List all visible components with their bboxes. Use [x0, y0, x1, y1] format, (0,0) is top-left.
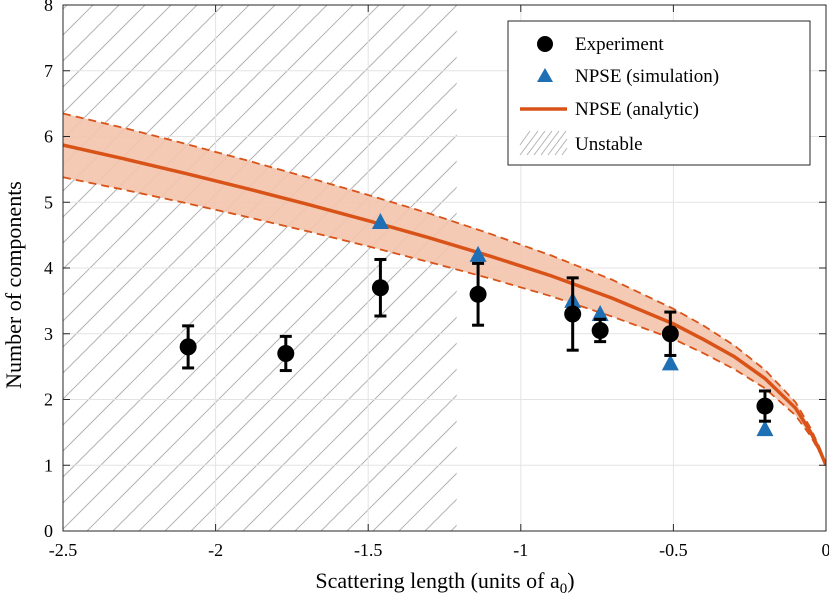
- hatch-line: [242, 316, 457, 531]
- experiment-marker: [661, 325, 679, 343]
- x-tick-label: 0: [822, 540, 829, 560]
- legend-label-analytic: NPSE (analytic): [575, 99, 699, 120]
- x-axis-label: Scattering length (units of a0): [315, 568, 574, 597]
- simulation-point: [469, 245, 487, 262]
- hatch-line: [63, 5, 224, 166]
- x-tick-label: -0.5: [659, 540, 688, 560]
- legend-label-simulation: NPSE (simulation): [575, 66, 719, 87]
- hatch-line: [63, 5, 250, 192]
- experiment-marker: [277, 344, 295, 362]
- hatch-line: [216, 290, 457, 531]
- hatch-line: [63, 5, 172, 114]
- y-tick-label: 4: [44, 258, 53, 278]
- y-tick-label: 1: [44, 455, 53, 475]
- legend-marker-unstable: [519, 130, 568, 156]
- x-tick-label: -2: [208, 540, 223, 560]
- legend-marker-simulation: [537, 68, 553, 82]
- x-tick-label: -1: [513, 540, 528, 560]
- analytic-band: [63, 112, 826, 466]
- series-layer: [63, 143, 826, 466]
- simulation-point: [591, 305, 609, 322]
- experiment-marker: [564, 305, 582, 323]
- x-tick-label: -2.5: [49, 540, 78, 560]
- x-axis-label-main: Scattering length (units of a: [315, 568, 560, 593]
- simulation-point: [371, 212, 389, 229]
- y-tick-label: 8: [44, 0, 53, 15]
- hatch-line: [294, 368, 457, 531]
- y-tick-label: 2: [44, 390, 53, 410]
- experiment-marker: [179, 338, 197, 356]
- hatch-line: [63, 5, 302, 244]
- y-tick-label: 7: [44, 61, 53, 81]
- legend: Experiment NPSE (simulation) NPSE (analy…: [507, 20, 811, 166]
- hatch-line: [63, 5, 198, 140]
- experiment-point: [591, 317, 609, 344]
- analytic-curve: [63, 143, 826, 466]
- y-tick-label: 5: [44, 192, 53, 212]
- tick-labels: -2.5 -2 -1.5 -1 -0.5 0 0 1 2 3 4 5 6 7 8: [44, 0, 829, 560]
- legend-label-experiment: Experiment: [575, 34, 664, 55]
- legend-marker-experiment: [537, 36, 553, 52]
- experiment-point: [756, 389, 774, 423]
- simulation-point: [661, 354, 679, 371]
- experiment-point: [564, 276, 582, 352]
- analytic-lower-bound: [63, 176, 826, 466]
- experiment-marker: [371, 279, 389, 297]
- experiment-marker: [591, 321, 609, 339]
- experiment-marker: [469, 285, 487, 303]
- y-axis-label: Number of components: [1, 181, 26, 389]
- experiment-point: [371, 257, 389, 318]
- legend-label-unstable: Unstable: [575, 134, 643, 155]
- x-tick-label: -1.5: [354, 540, 383, 560]
- experiment-point: [179, 324, 197, 370]
- axes: [62, 4, 827, 532]
- x-axis-label-close: ): [567, 568, 574, 593]
- experiment-point: [661, 310, 679, 357]
- simulation-point: [756, 420, 774, 437]
- experiment-marker: [756, 397, 774, 415]
- hatch-line: [63, 5, 276, 218]
- analytic-band-fill: [63, 113, 826, 466]
- hatch-line: [346, 420, 457, 531]
- x-axis-label-subscript: 0: [560, 581, 568, 597]
- y-tick-label: 0: [44, 521, 53, 541]
- experiment-point: [469, 261, 487, 327]
- experiment-point: [277, 334, 295, 373]
- hatch-line: [320, 394, 457, 531]
- hatch-line: [268, 342, 457, 531]
- y-tick-label: 3: [44, 324, 53, 344]
- y-tick-label: 6: [44, 127, 53, 147]
